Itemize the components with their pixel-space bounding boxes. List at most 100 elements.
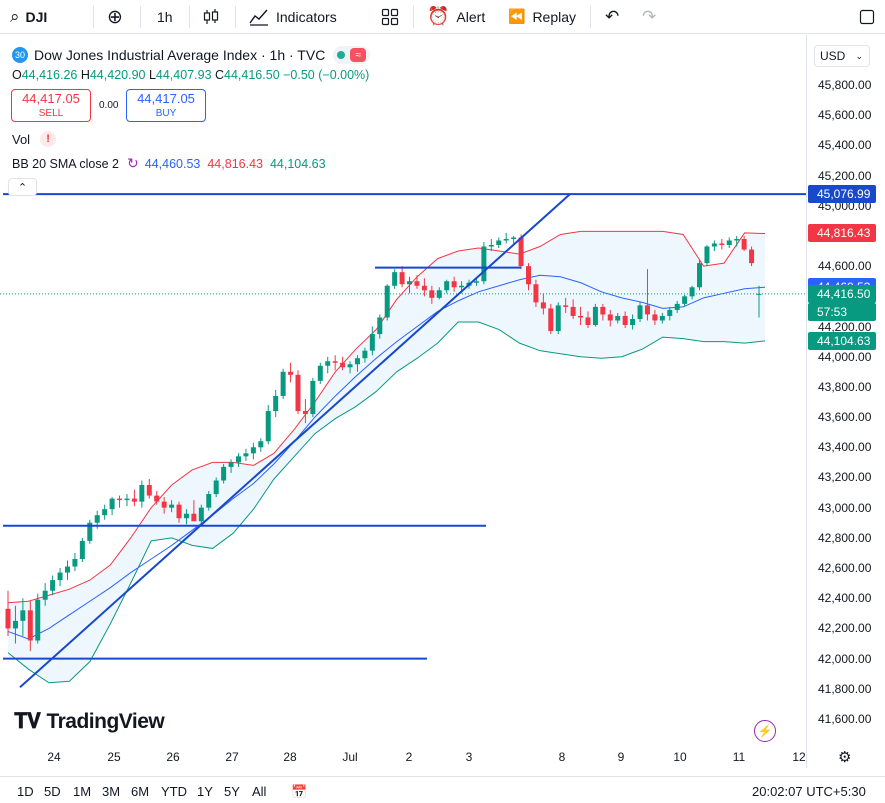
candle[interactable] bbox=[117, 495, 123, 508]
candle[interactable] bbox=[444, 279, 450, 294]
candle[interactable] bbox=[27, 601, 33, 652]
sell-button[interactable]: 44,417.05 SELL bbox=[11, 89, 91, 122]
range-button-ytd[interactable]: YTD bbox=[161, 784, 187, 799]
candle[interactable] bbox=[689, 285, 695, 300]
alert-button[interactable]: ⏰ Alert bbox=[427, 0, 485, 34]
candle[interactable] bbox=[250, 442, 256, 460]
currency-select[interactable]: USD ⌄ bbox=[814, 45, 870, 67]
candle[interactable] bbox=[630, 314, 636, 330]
candle[interactable] bbox=[704, 245, 710, 267]
candle[interactable] bbox=[5, 590, 11, 636]
candle[interactable] bbox=[682, 294, 688, 307]
candle[interactable] bbox=[102, 504, 108, 520]
candle[interactable] bbox=[563, 297, 569, 313]
candle[interactable] bbox=[87, 519, 93, 544]
candle[interactable] bbox=[213, 477, 219, 498]
candle[interactable] bbox=[57, 568, 63, 587]
candle[interactable] bbox=[332, 355, 338, 371]
candle[interactable] bbox=[525, 263, 531, 291]
layout-button[interactable] bbox=[381, 0, 399, 34]
candle[interactable] bbox=[533, 279, 539, 307]
candle[interactable] bbox=[288, 362, 294, 383]
chart-pane[interactable] bbox=[0, 35, 885, 768]
candle[interactable] bbox=[265, 405, 271, 445]
redo-button[interactable]: ↷ bbox=[642, 0, 656, 34]
tradingview-logo[interactable]: 𝐓𝐕 TradingView bbox=[14, 710, 165, 734]
candle[interactable] bbox=[600, 303, 606, 321]
candle[interactable] bbox=[243, 448, 249, 461]
candle[interactable] bbox=[697, 260, 703, 291]
candle[interactable] bbox=[109, 497, 115, 516]
range-button-1y[interactable]: 1Y bbox=[197, 784, 213, 799]
candle[interactable] bbox=[146, 478, 152, 499]
candle[interactable] bbox=[429, 285, 435, 304]
candle[interactable] bbox=[273, 389, 279, 418]
candle[interactable] bbox=[35, 593, 41, 644]
gear-icon[interactable]: ⚙ bbox=[838, 749, 852, 766]
candle[interactable] bbox=[555, 302, 561, 335]
candle[interactable] bbox=[451, 276, 457, 292]
bb-basis-line[interactable] bbox=[7, 274, 766, 640]
candle[interactable] bbox=[50, 575, 56, 596]
candle[interactable] bbox=[585, 311, 591, 329]
price-chart[interactable] bbox=[0, 35, 806, 768]
candle[interactable] bbox=[719, 238, 725, 250]
trend-line-drawing[interactable] bbox=[19, 193, 571, 689]
warning-icon[interactable]: ! bbox=[40, 131, 57, 147]
lightning-icon[interactable]: ⚡ bbox=[754, 720, 776, 742]
candle[interactable] bbox=[518, 234, 524, 270]
candle[interactable] bbox=[667, 306, 673, 321]
candle[interactable] bbox=[726, 237, 732, 249]
candle[interactable] bbox=[481, 241, 487, 285]
collapse-legend-button[interactable]: ⌃ bbox=[8, 178, 37, 196]
candle[interactable] bbox=[369, 326, 375, 356]
range-button-1m[interactable]: 1M bbox=[73, 784, 92, 799]
candle[interactable] bbox=[607, 309, 613, 327]
candle[interactable] bbox=[488, 238, 494, 252]
candle[interactable] bbox=[198, 504, 204, 525]
range-button-6m[interactable]: 6M bbox=[131, 784, 150, 799]
legend-title[interactable]: Dow Jones Industrial Average Index · 1h … bbox=[34, 47, 326, 63]
candle[interactable] bbox=[436, 287, 442, 300]
candle[interactable] bbox=[20, 598, 26, 636]
candle[interactable] bbox=[362, 347, 368, 363]
interval-button[interactable]: 1h bbox=[157, 9, 173, 25]
candle[interactable] bbox=[347, 361, 353, 374]
candle[interactable] bbox=[206, 491, 212, 511]
candle[interactable] bbox=[325, 356, 331, 374]
candle[interactable] bbox=[317, 362, 323, 384]
candle[interactable] bbox=[674, 300, 680, 313]
indicators-button[interactable]: Indicators bbox=[249, 0, 337, 34]
range-button-5d[interactable]: 5D bbox=[44, 784, 61, 799]
candle[interactable] bbox=[139, 480, 145, 508]
candle[interactable] bbox=[124, 494, 130, 507]
bollinger-legend[interactable]: BB 20 SMA close 2 ↻ 44,460.53 44,816.43 … bbox=[12, 155, 326, 172]
market-status[interactable]: ≈ bbox=[333, 46, 371, 64]
range-button-5y[interactable]: 5Y bbox=[224, 784, 240, 799]
candle[interactable] bbox=[503, 232, 509, 244]
bb-lower-line[interactable] bbox=[7, 321, 766, 684]
calendar-icon[interactable]: 📅 bbox=[291, 784, 308, 799]
candle[interactable] bbox=[407, 276, 413, 294]
candle[interactable] bbox=[659, 312, 665, 324]
candle[interactable] bbox=[340, 356, 346, 371]
candle[interactable] bbox=[399, 266, 405, 288]
range-button-3m[interactable]: 3M bbox=[102, 784, 121, 799]
candle[interactable] bbox=[473, 278, 479, 286]
candle[interactable] bbox=[414, 275, 420, 289]
candle[interactable] bbox=[280, 368, 286, 399]
candle[interactable] bbox=[310, 377, 316, 418]
candle[interactable] bbox=[377, 314, 383, 339]
candle[interactable] bbox=[302, 398, 308, 424]
candle[interactable] bbox=[756, 285, 762, 318]
symbol-search[interactable]: ⌕ DJI bbox=[10, 0, 47, 34]
candle[interactable] bbox=[258, 438, 264, 452]
candle[interactable] bbox=[191, 500, 197, 522]
fullscreen-button[interactable] bbox=[859, 0, 875, 34]
volume-legend[interactable]: Vol ! bbox=[12, 131, 57, 147]
candle[interactable] bbox=[421, 278, 427, 297]
candle[interactable] bbox=[183, 509, 189, 525]
candle[interactable] bbox=[548, 303, 554, 335]
candle[interactable] bbox=[578, 306, 584, 326]
candle[interactable] bbox=[228, 459, 234, 473]
